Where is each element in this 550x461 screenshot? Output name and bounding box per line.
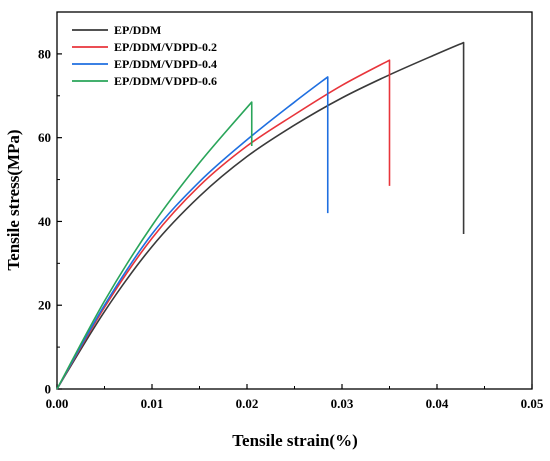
y-tick-label: 0 xyxy=(45,382,52,397)
legend-label: EP/DDM/VDPD-0.4 xyxy=(114,57,217,71)
x-tick-label: 0.02 xyxy=(236,396,259,411)
series-lines xyxy=(56,41,465,390)
x-tick-label: 0.00 xyxy=(46,396,69,411)
x-tick-label: 0.05 xyxy=(521,396,544,411)
series-line xyxy=(56,76,329,390)
series-line xyxy=(56,101,253,390)
y-tick-label: 40 xyxy=(38,214,51,229)
legend-label: EP/DDM/VDPD-0.6 xyxy=(114,74,217,88)
legend-label: EP/DDM/VDPD-0.2 xyxy=(114,40,217,54)
y-tick-label: 20 xyxy=(38,298,51,313)
y-axis-ticks: 0 20 40 60 80 xyxy=(38,46,62,397)
x-axis-ticks: 0.00 0.01 0.02 0.03 0.04 0.05 xyxy=(46,384,544,411)
y-axis-title: Tensile stress(MPa) xyxy=(4,129,23,270)
series-line xyxy=(56,59,391,390)
x-tick-label: 0.04 xyxy=(426,396,449,411)
x-axis-title: Tensile strain(%) xyxy=(232,431,357,450)
series-line xyxy=(56,41,465,390)
x-tick-label: 0.03 xyxy=(331,396,354,411)
y-tick-label: 80 xyxy=(38,46,51,61)
y-tick-label: 60 xyxy=(38,130,51,145)
legend: EP/DDM EP/DDM/VDPD-0.2 EP/DDM/VDPD-0.4 EP/D… xyxy=(72,23,217,88)
x-tick-label: 0.01 xyxy=(141,396,164,411)
legend-label: EP/DDM xyxy=(114,23,161,37)
